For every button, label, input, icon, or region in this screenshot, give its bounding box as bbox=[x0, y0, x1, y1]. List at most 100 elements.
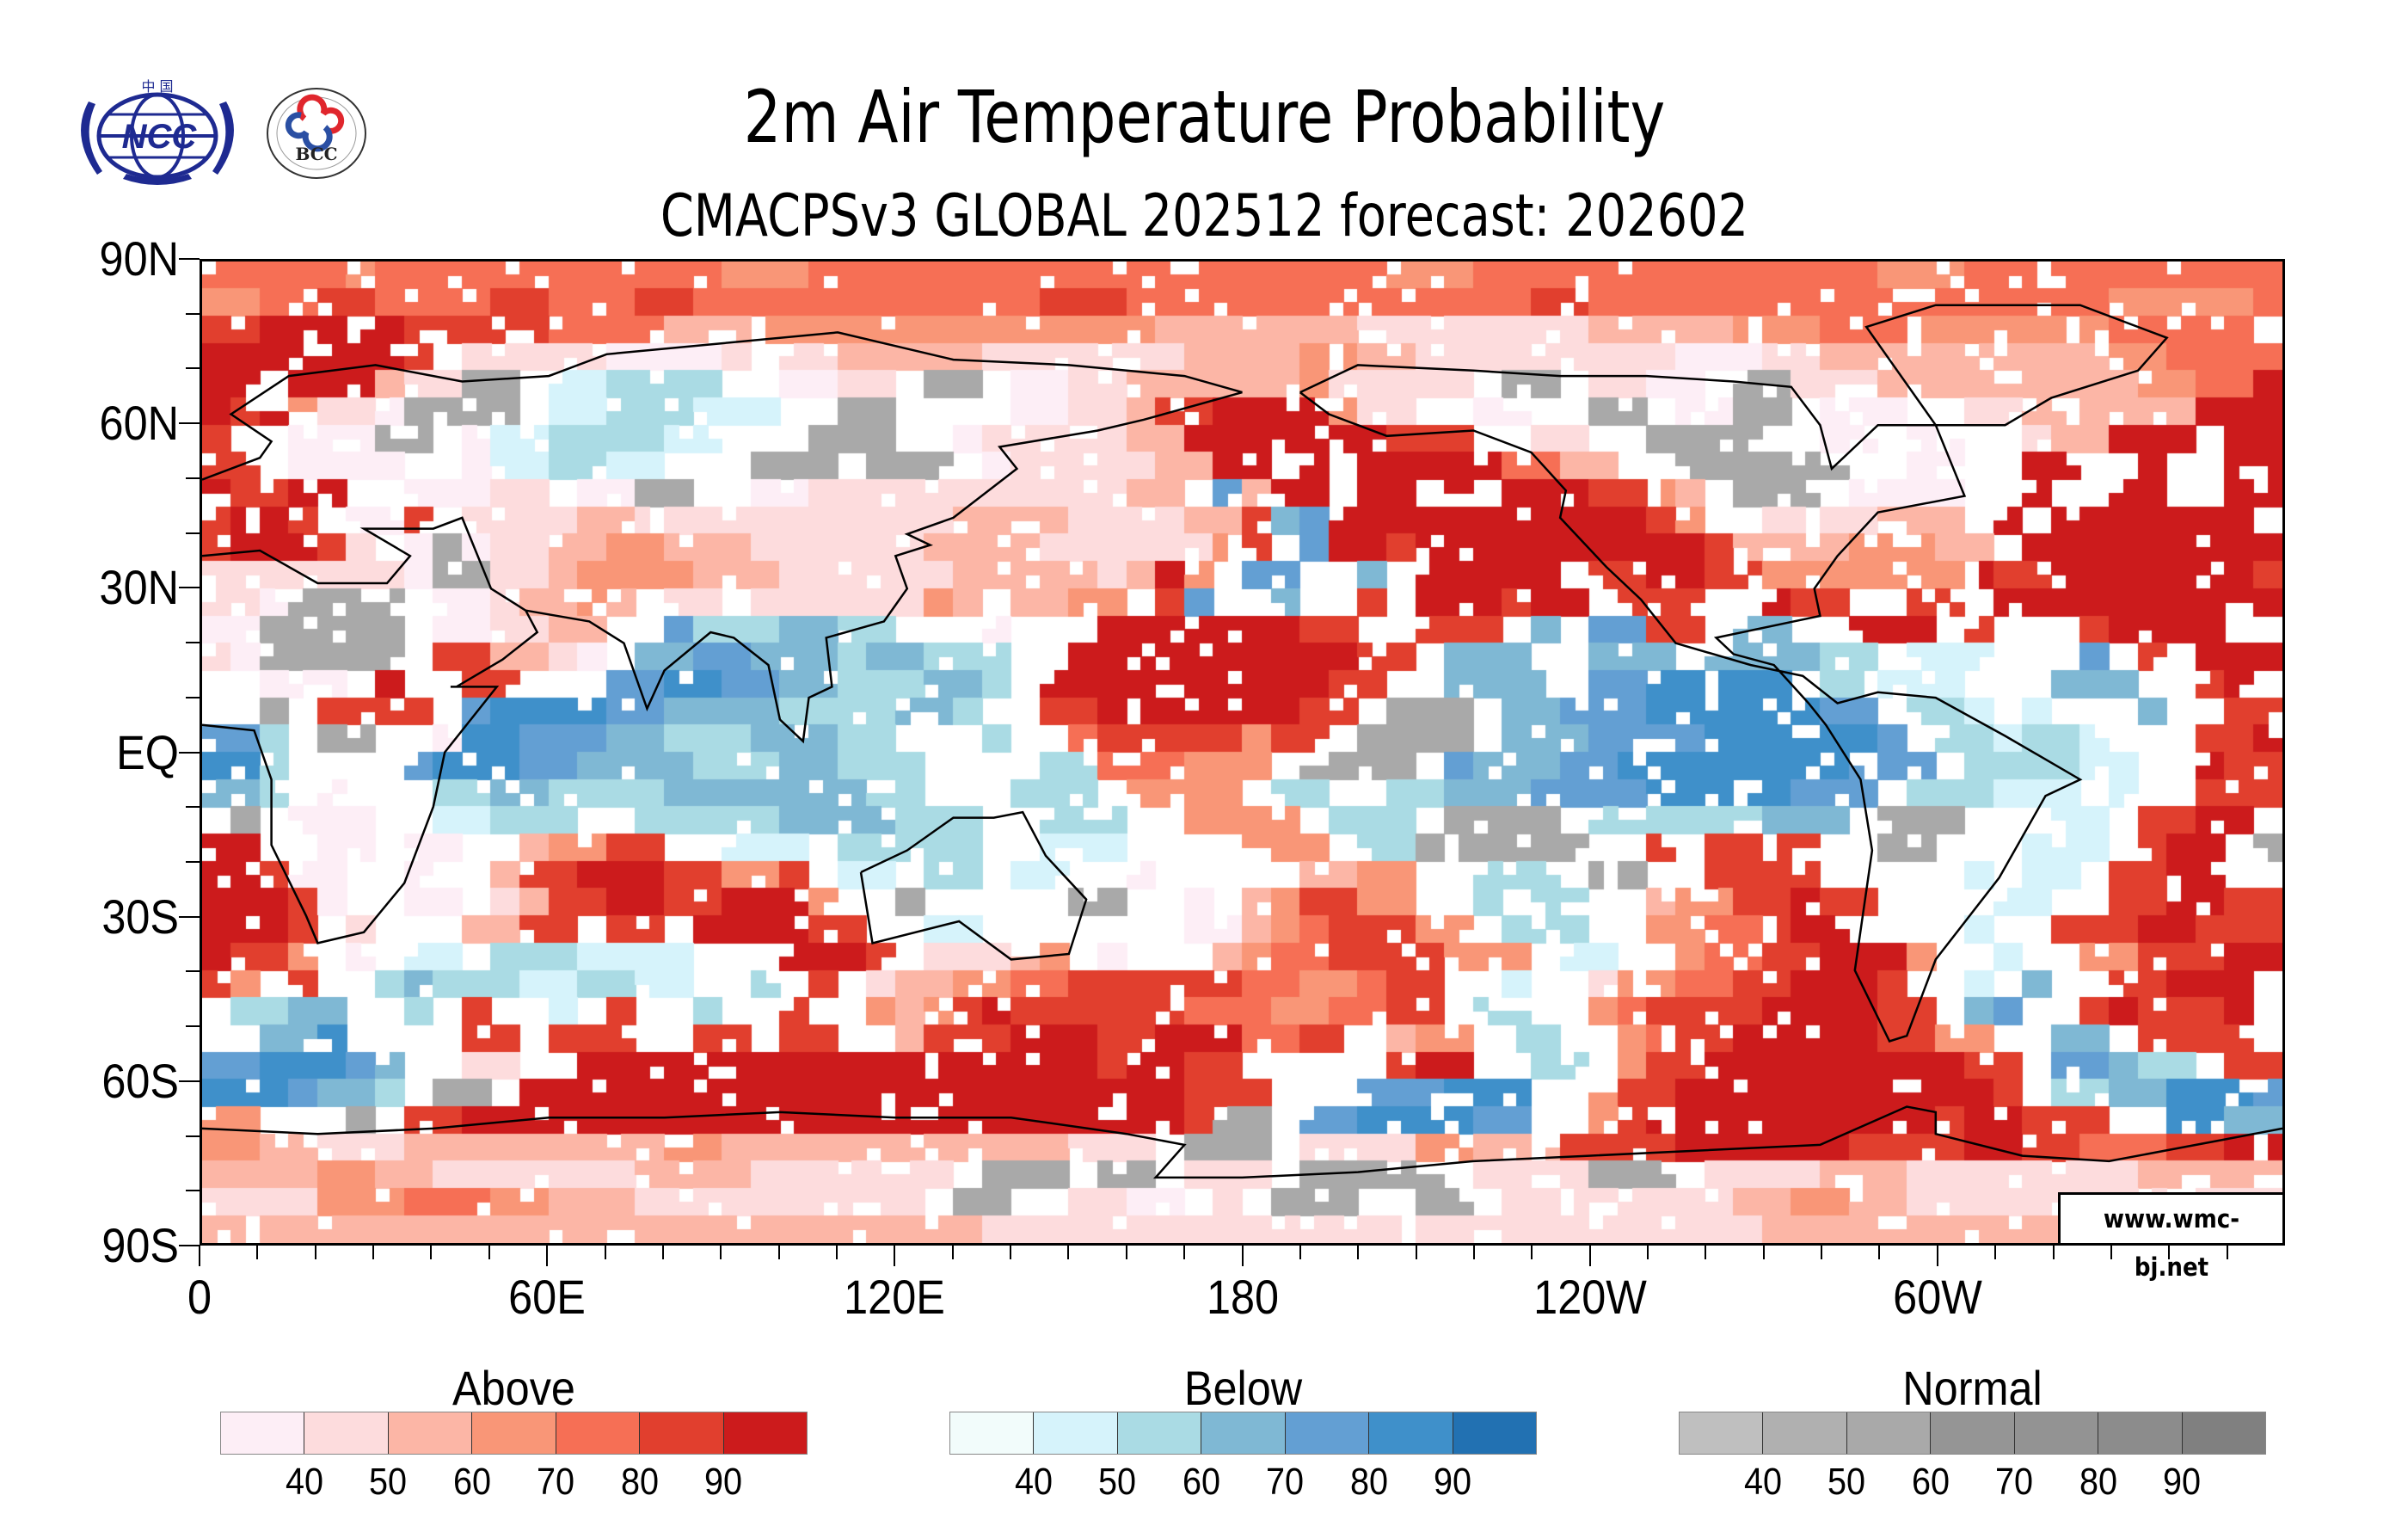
legend-normal: Normal 40 50 60 70 80 90 bbox=[1679, 1361, 2266, 1501]
legend-tick-label: 50 bbox=[1828, 1461, 1866, 1503]
x-minor-tick bbox=[1878, 1246, 1881, 1259]
x-tick-label: 120E bbox=[844, 1270, 946, 1324]
y-major-tick bbox=[179, 587, 200, 589]
legend-color-swatch bbox=[1931, 1412, 2015, 1454]
y-tick-label: 30S bbox=[101, 889, 179, 944]
legend-tick-label: 90 bbox=[1434, 1461, 1472, 1503]
ncc-globe-wreath-logo-icon: NCC 中 国 bbox=[81, 78, 234, 185]
legend-color-swatch bbox=[2014, 1412, 2099, 1454]
legend-colorbar bbox=[220, 1412, 808, 1455]
x-major-tick bbox=[199, 1246, 200, 1266]
legend-colorbar bbox=[1679, 1412, 2266, 1455]
x-minor-tick bbox=[1647, 1246, 1649, 1259]
y-major-tick bbox=[179, 1245, 200, 1246]
legend-color-swatch bbox=[2098, 1412, 2183, 1454]
legend-tick-label: 70 bbox=[1995, 1461, 2034, 1503]
y-minor-tick bbox=[186, 1190, 200, 1192]
x-minor-tick bbox=[1183, 1246, 1186, 1259]
x-tick-label: 60E bbox=[508, 1270, 586, 1324]
legend-tick-label: 80 bbox=[2079, 1461, 2117, 1503]
x-minor-tick bbox=[430, 1246, 433, 1259]
x-minor-tick bbox=[1762, 1246, 1765, 1259]
x-minor-tick bbox=[604, 1246, 606, 1259]
legend-color-swatch bbox=[304, 1412, 389, 1454]
x-tick-label: 120W bbox=[1533, 1270, 1647, 1324]
legend-color-swatch bbox=[1201, 1412, 1286, 1454]
x-minor-tick bbox=[1125, 1246, 1127, 1259]
legend-tick-label: 40 bbox=[285, 1461, 323, 1503]
y-tick-label: EQ bbox=[116, 724, 179, 779]
svg-text:中 国: 中 国 bbox=[141, 78, 173, 95]
y-tick-label: 60S bbox=[101, 1053, 179, 1108]
legend-below: Below 40 50 60 70 80 90 bbox=[949, 1361, 1537, 1501]
legend-color-swatch bbox=[723, 1412, 807, 1454]
x-minor-tick bbox=[314, 1246, 316, 1259]
legend-tick-label: 80 bbox=[1349, 1461, 1388, 1503]
y-minor-tick bbox=[186, 1025, 200, 1028]
x-minor-tick bbox=[1357, 1246, 1360, 1259]
bcc-cloud-logo-icon: BCC bbox=[267, 88, 366, 179]
watermark-box: www.wmc-bj.net bbox=[2058, 1192, 2285, 1282]
x-minor-tick bbox=[1705, 1246, 1707, 1259]
y-minor-tick bbox=[186, 970, 200, 973]
y-tick-label: 90N bbox=[99, 231, 179, 286]
legend-tick-label: 40 bbox=[1014, 1461, 1053, 1503]
probability-map bbox=[200, 259, 2285, 1246]
x-minor-tick bbox=[256, 1246, 259, 1259]
y-minor-tick bbox=[186, 860, 200, 863]
coastlines bbox=[202, 304, 2282, 1179]
legend-color-swatch bbox=[388, 1412, 473, 1454]
y-minor-tick bbox=[186, 532, 200, 534]
legend-tick-label: 60 bbox=[452, 1461, 491, 1503]
legend-tick-label: 50 bbox=[1098, 1461, 1137, 1503]
legend-tick-label: 80 bbox=[620, 1461, 659, 1503]
ncc-logo: NCC 中 国 bbox=[71, 76, 243, 188]
y-major-tick bbox=[179, 751, 200, 754]
x-minor-tick bbox=[1994, 1246, 1997, 1259]
x-minor-tick bbox=[661, 1246, 664, 1259]
coastline-segment bbox=[859, 810, 1088, 961]
y-major-tick bbox=[179, 1080, 200, 1082]
y-major-tick bbox=[179, 258, 200, 260]
legend-color-swatch bbox=[640, 1412, 724, 1454]
y-minor-tick bbox=[186, 806, 200, 809]
legend-color-swatch bbox=[472, 1412, 556, 1454]
legend-colorbar bbox=[949, 1412, 1537, 1455]
y-minor-tick bbox=[186, 642, 200, 644]
x-tick-label: 0 bbox=[187, 1270, 212, 1324]
svg-text:NCC: NCC bbox=[122, 118, 198, 156]
x-minor-tick bbox=[1415, 1246, 1417, 1259]
x-minor-tick bbox=[1531, 1246, 1533, 1259]
coastline-segment bbox=[202, 331, 1243, 481]
x-minor-tick bbox=[1010, 1246, 1012, 1259]
legend-title: Below bbox=[1183, 1361, 1303, 1415]
y-major-tick bbox=[179, 422, 200, 425]
bcc-logo: BCC bbox=[265, 86, 368, 181]
x-minor-tick bbox=[2052, 1246, 2055, 1259]
legend-color-swatch bbox=[1369, 1412, 1453, 1454]
legend-tick-label: 90 bbox=[704, 1461, 743, 1503]
x-minor-tick bbox=[777, 1246, 780, 1259]
x-minor-tick bbox=[951, 1246, 954, 1259]
x-tick-label: 180 bbox=[1206, 1270, 1279, 1324]
legend-tick-label: 50 bbox=[369, 1461, 408, 1503]
x-minor-tick bbox=[2226, 1246, 2228, 1259]
x-minor-tick bbox=[372, 1246, 375, 1259]
legend-color-swatch bbox=[1117, 1412, 1202, 1454]
legend-tick-label: 90 bbox=[2163, 1461, 2202, 1503]
legend-title: Normal bbox=[1902, 1361, 2042, 1415]
x-major-tick bbox=[894, 1246, 896, 1266]
chart-subtitle: CMACPSv3 GLOBAL 202512 forecast: 202602 bbox=[660, 182, 1748, 250]
legend-above: Above 40 50 60 70 80 90 bbox=[220, 1364, 808, 1501]
y-tick-label: 60N bbox=[99, 396, 179, 451]
coastline-segment bbox=[1864, 304, 2169, 427]
legend-tick-label: 60 bbox=[1182, 1461, 1220, 1503]
x-minor-tick bbox=[835, 1246, 838, 1259]
watermark-text: www.wmc-bj.net bbox=[2103, 1204, 2240, 1282]
legend-color-swatch bbox=[950, 1412, 1035, 1454]
y-tick-label: 30N bbox=[99, 560, 179, 615]
legend-color-swatch bbox=[2182, 1412, 2265, 1454]
legend-tick-label: 60 bbox=[1911, 1461, 1950, 1503]
coastline-segment bbox=[202, 516, 539, 945]
y-minor-tick bbox=[186, 312, 200, 315]
